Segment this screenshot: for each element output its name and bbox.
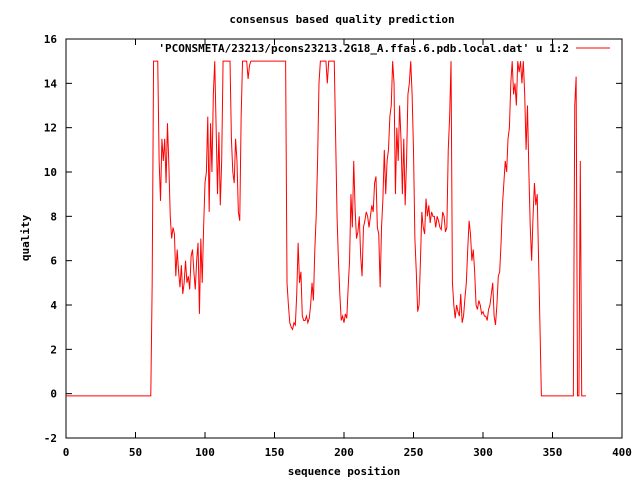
y-tick-label: -2 xyxy=(44,432,57,445)
x-tick-label: 100 xyxy=(195,446,215,459)
x-tick-label: 250 xyxy=(404,446,424,459)
y-tick-label: 12 xyxy=(44,122,57,135)
series-line-quality xyxy=(66,60,586,397)
y-axis-label: quality xyxy=(19,214,32,261)
series-layer xyxy=(66,60,586,397)
y-tick-label: 0 xyxy=(50,388,57,401)
x-tick-label: 300 xyxy=(473,446,493,459)
x-tick-label: 0 xyxy=(63,446,70,459)
x-tick-label: 350 xyxy=(543,446,563,459)
y-tick-label: 14 xyxy=(44,77,58,90)
legend: 'PCONSMETA/23213/pcons23213.2G18_A.ffas.… xyxy=(158,42,610,55)
x-tick-label: 150 xyxy=(265,446,285,459)
axes: -2 0 2 4 6 8 10 12 14 16 0 50 100 150 200 250 300 350 400 xyxy=(44,33,632,459)
y-tick-label: 8 xyxy=(50,210,57,223)
y-tick-label: 16 xyxy=(44,33,58,46)
x-tick-label: 200 xyxy=(334,446,354,459)
legend-entry-label: 'PCONSMETA/23213/pcons23213.2G18_A.ffas.… xyxy=(158,42,569,55)
x-axis-label: sequence position xyxy=(288,465,401,478)
x-tick-label: 50 xyxy=(129,446,142,459)
y-tick-label: 2 xyxy=(50,343,57,356)
chart-title: consensus based quality prediction xyxy=(229,13,454,26)
y-tick-label: 10 xyxy=(44,166,57,179)
y-tick-label: 6 xyxy=(50,255,57,268)
y-tick-label: 4 xyxy=(50,299,57,312)
x-tick-label: 400 xyxy=(612,446,632,459)
